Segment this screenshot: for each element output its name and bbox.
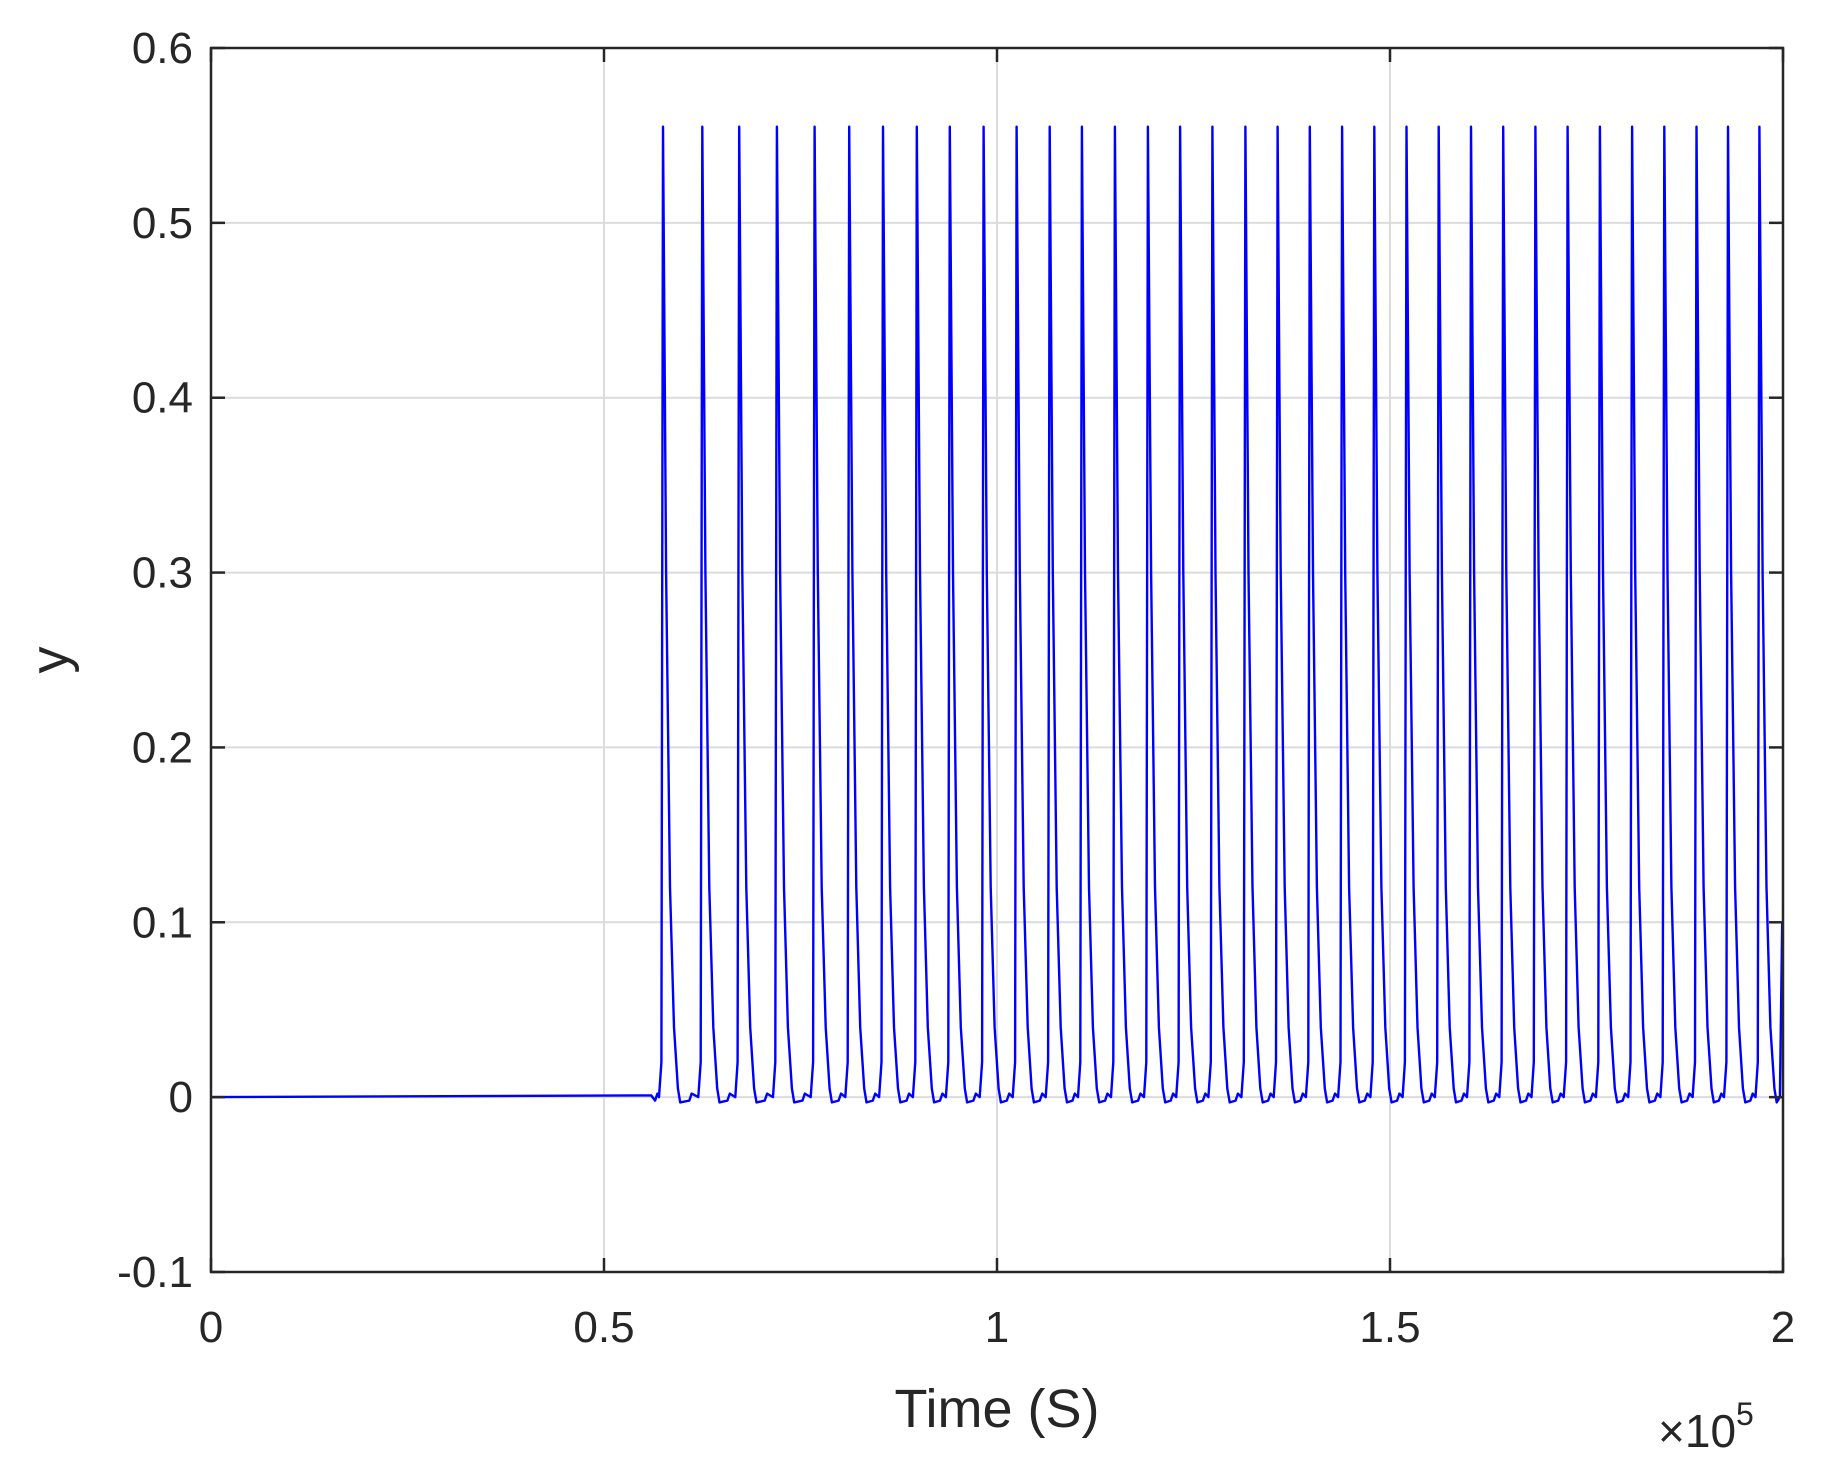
x-axis-label: Time (S) (895, 1379, 1100, 1439)
x-multiplier-exponent: 5 (1736, 1396, 1754, 1432)
y-tick-label: 0.4 (132, 374, 193, 423)
x-tick-label: 2 (1771, 1303, 1795, 1352)
tick-marks (209, 46, 1785, 1274)
y-axis-label: y (20, 647, 80, 674)
y-tick-label: 0.2 (132, 723, 193, 772)
grid (211, 48, 1783, 1272)
x-multiplier: ×105 (1658, 1396, 1754, 1457)
x-tick-label: 1 (985, 1303, 1009, 1352)
x-multiplier-base: ×10 (1658, 1405, 1736, 1457)
x-tick-label: 0.5 (573, 1303, 634, 1352)
y-tick-label: 0.5 (132, 199, 193, 248)
signal-line (210, 125, 1784, 1104)
y-tick-label: 0.3 (132, 549, 193, 598)
y-tick-label: -0.1 (117, 1248, 193, 1297)
series-layer (210, 125, 1784, 1104)
tick-labels: 0 0.5 1 1.5 2-0.100.10.20.30.40.50.6 (117, 24, 1795, 1352)
y-tick-label: 0.1 (132, 898, 193, 947)
y-tick-label: 0 (169, 1073, 193, 1122)
x-tick-label: 0 (199, 1303, 223, 1352)
y-tick-label: 0.6 (132, 24, 193, 73)
x-tick-label: 1.5 (1359, 1303, 1420, 1352)
